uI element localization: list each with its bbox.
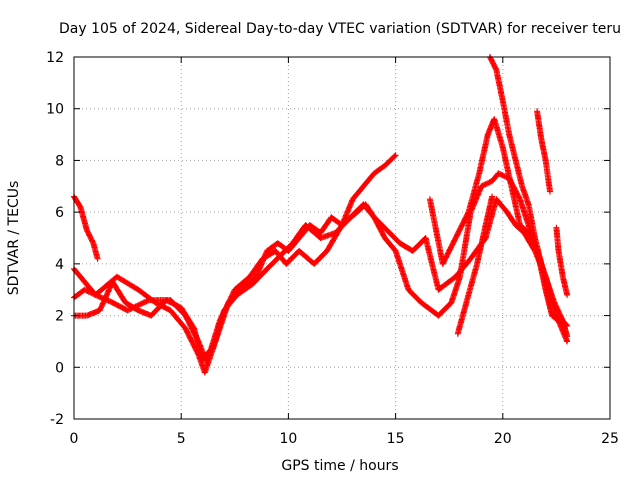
x-tick-label: 20 xyxy=(494,431,512,447)
plot-frame xyxy=(73,56,611,420)
x-tick-label: 5 xyxy=(177,431,186,447)
y-tick-label: 0 xyxy=(55,360,64,376)
y-axis-label: SDTVAR / TECUs xyxy=(6,181,22,296)
series-track-7 xyxy=(534,108,553,195)
y-tick-label: 4 xyxy=(55,257,64,273)
x-tick-label: 25 xyxy=(601,431,619,447)
y-tick-label: -2 xyxy=(50,412,64,428)
y-tick-label: 6 xyxy=(55,205,64,221)
chart-title: Day 105 of 2024, Sidereal Day-to-day VTE… xyxy=(59,21,621,37)
data-point-markers xyxy=(553,224,571,298)
x-tick-label: 15 xyxy=(387,431,405,447)
y-tick-label: 2 xyxy=(55,309,64,325)
y-tick-label: 12 xyxy=(46,50,64,66)
data-point-markers xyxy=(454,193,496,337)
x-tick-label: 0 xyxy=(70,431,79,447)
ticks: 0 5 10 15 20 25 -2 0 2 4 6 8 10 12 xyxy=(46,50,619,447)
y-tick-label: 10 xyxy=(46,102,64,118)
x-axis-label: GPS time / hours xyxy=(281,458,398,474)
y-tick-label: 8 xyxy=(55,153,64,169)
series-track-8 xyxy=(553,224,571,298)
x-tick-label: 10 xyxy=(279,431,297,447)
grid xyxy=(74,57,610,419)
data-point-markers xyxy=(534,108,553,195)
series-track-9 xyxy=(454,193,496,337)
